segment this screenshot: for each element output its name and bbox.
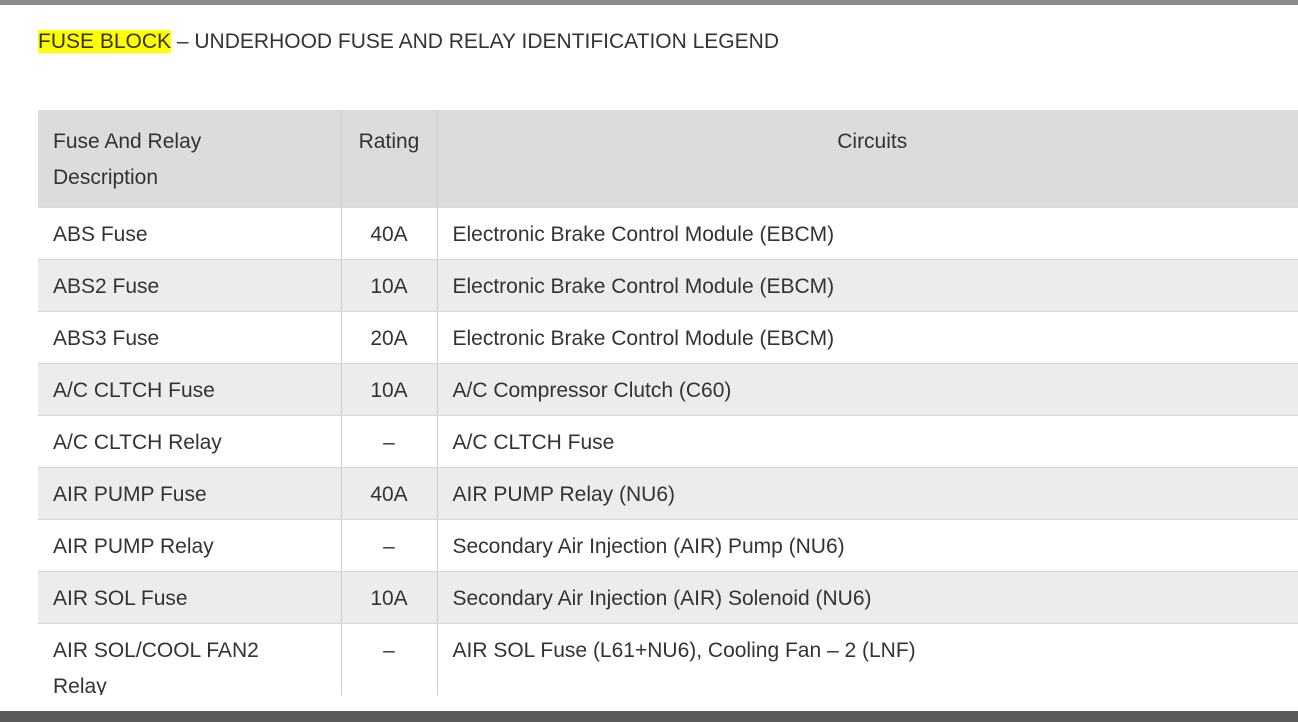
- table-row: A/C CLTCH Fuse 10A A/C Compressor Clutch (…: [38, 363, 1298, 416]
- table-cell: Electronic Brake Control Module (EBCM): [437, 259, 1298, 312]
- table-cell: A/C CLTCH Relay: [38, 415, 342, 468]
- table-cell: 10A: [341, 259, 438, 312]
- table-row: AIR PUMP Fuse 40A AIR PUMP Relay (NU6): [38, 467, 1298, 520]
- table-cell: –: [341, 623, 438, 695]
- table-wrap: Fuse And Relay Description Rating Circuits…: [38, 110, 1298, 695]
- table-cell: AIR PUMP Relay: [38, 519, 342, 572]
- table-cell: A/C CLTCH Fuse: [38, 363, 342, 416]
- table-row: ABS Fuse 40A Electronic Brake Control Modu…: [38, 207, 1298, 260]
- table-cell: 20A: [341, 311, 438, 364]
- top-bar: [0, 0, 1298, 5]
- table-row: ABS3 Fuse 20A Electronic Brake Control Mod…: [38, 311, 1298, 364]
- table-row: AIR SOL Fuse 10A Secondary Air Injection (…: [38, 571, 1298, 624]
- table-cell: ABS3 Fuse: [38, 311, 342, 364]
- table-cell: A/C CLTCH Fuse: [437, 415, 1298, 468]
- table-cell: 40A: [341, 207, 438, 260]
- column-header: Rating: [341, 110, 438, 208]
- table-cell: 10A: [341, 571, 438, 624]
- fuse-table: Fuse And Relay Description Rating Circuits…: [38, 110, 1298, 695]
- table-cell: Secondary Air Injection (AIR) Solenoid (…: [437, 571, 1298, 624]
- table-cell: Electronic Brake Control Module (EBCM): [437, 207, 1298, 260]
- table-row: AIR PUMP Relay – Secondary Air Injection (…: [38, 519, 1298, 572]
- table-cell: 10A: [341, 363, 438, 416]
- table-cell: AIR SOL/COOL FAN2 Relay: [38, 623, 342, 695]
- column-header: Circuits: [437, 110, 1298, 208]
- title-text: – UNDERHOOD FUSE AND RELAY IDENTIFICATIO…: [171, 30, 779, 53]
- table-cell: –: [341, 415, 438, 468]
- table-cell: ABS Fuse: [38, 207, 342, 260]
- table-cell: AIR SOL Fuse: [38, 571, 342, 624]
- table-row: ABS2 Fuse 10A Electronic Brake Control Mod…: [38, 259, 1298, 312]
- bottom-bar: [0, 711, 1298, 722]
- table-cell: Electronic Brake Control Module (EBCM): [437, 311, 1298, 364]
- table-cell: 40A: [341, 467, 438, 520]
- column-header: Fuse And Relay Description: [38, 110, 342, 208]
- table-body: ABS Fuse 40A Electronic Brake Control Modu…: [38, 207, 1298, 695]
- header-row: Fuse And Relay Description Rating Circuits: [38, 110, 1298, 208]
- table-cell: AIR SOL Fuse (L61+NU6), Cooling Fan – 2 …: [437, 623, 1298, 695]
- table-cell: –: [341, 519, 438, 572]
- title-highlight: FUSE BLOCK: [38, 30, 172, 53]
- title: FUSE BLOCK – UNDERHOOD FUSE AND RELAY ID…: [38, 27, 779, 57]
- table-cell: AIR PUMP Relay (NU6): [437, 467, 1298, 520]
- table-row: AIR SOL/COOL FAN2 Relay – AIR SOL Fuse (L6…: [38, 623, 1298, 695]
- table-cell: Secondary Air Injection (AIR) Pump (NU6): [437, 519, 1298, 572]
- table-cell: AIR PUMP Fuse: [38, 467, 342, 520]
- table-cell: A/C Compressor Clutch (C60): [437, 363, 1298, 416]
- table-cell: ABS2 Fuse: [38, 259, 342, 312]
- table-row: A/C CLTCH Relay – A/C CLTCH Fuse: [38, 415, 1298, 468]
